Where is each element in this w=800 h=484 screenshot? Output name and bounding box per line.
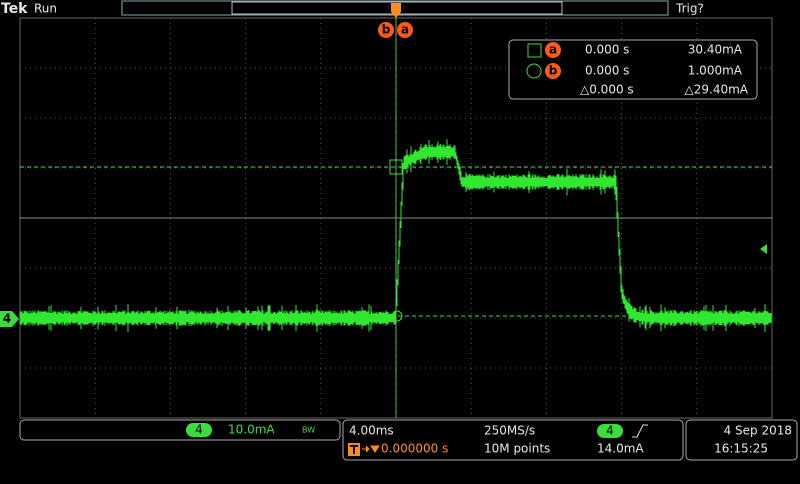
readout-delta-time: △0.000 s bbox=[580, 83, 634, 97]
cursor-b-handle bbox=[391, 310, 403, 322]
brand: Tek bbox=[1, 1, 28, 17]
trigger-channel-pill bbox=[597, 424, 623, 438]
trigger-channel: 4 bbox=[606, 424, 614, 438]
waveform bbox=[19, 139, 772, 332]
horizontal-scale: 4.00ms bbox=[349, 424, 394, 438]
cursor-b-label: b bbox=[382, 23, 391, 37]
readout-time: 0.000 s bbox=[585, 43, 629, 57]
trigger-status: Trig? bbox=[675, 2, 704, 16]
horizontal-position: 0.000000 s bbox=[381, 442, 448, 456]
horizontal-box[interactable] bbox=[342, 419, 684, 461]
cursor-readout bbox=[508, 39, 758, 100]
readout-b-badge bbox=[545, 63, 561, 79]
trigger-level: 14.0mA bbox=[597, 442, 644, 456]
cursor-a-marker bbox=[397, 22, 413, 38]
slope-icon bbox=[632, 424, 648, 438]
trigger-level-marker bbox=[760, 244, 767, 254]
channel-box[interactable] bbox=[19, 419, 341, 441]
readout-cursor: a bbox=[549, 43, 557, 57]
cursor-b-icon bbox=[526, 63, 542, 79]
channel-number: 4 bbox=[195, 423, 203, 437]
channel-scale: 10.0mA bbox=[228, 423, 275, 437]
channel-bandwidth: BW bbox=[302, 426, 315, 435]
readout-time: 0.000 s bbox=[585, 64, 629, 78]
channel-marker-label: 4 bbox=[3, 312, 11, 326]
time: 16:15:25 bbox=[714, 442, 768, 456]
trigger-marker bbox=[391, 3, 401, 18]
cursor-a-icon bbox=[527, 43, 542, 58]
cursor-a-label: a bbox=[401, 23, 409, 37]
readout-cursor: b bbox=[549, 64, 558, 78]
record-length: 10M points bbox=[484, 442, 550, 456]
position-arrow bbox=[362, 445, 380, 453]
run-status: Run bbox=[34, 2, 57, 16]
sample-rate: 250MS/s bbox=[484, 424, 535, 438]
channel-marker bbox=[0, 311, 19, 327]
cursor-b-marker bbox=[378, 22, 394, 38]
readout-delta-value: △29.40mA bbox=[685, 83, 749, 97]
cursor-a-handle bbox=[389, 159, 403, 175]
readout-value: 30.40mA bbox=[688, 43, 743, 57]
date: 4 Sep 2018 bbox=[724, 424, 792, 438]
readout-a-badge bbox=[545, 42, 561, 58]
channel-pill bbox=[186, 423, 212, 437]
date-box bbox=[685, 419, 798, 461]
readout-value: 1.000mA bbox=[688, 64, 743, 78]
trigger-icon-t bbox=[350, 445, 358, 454]
